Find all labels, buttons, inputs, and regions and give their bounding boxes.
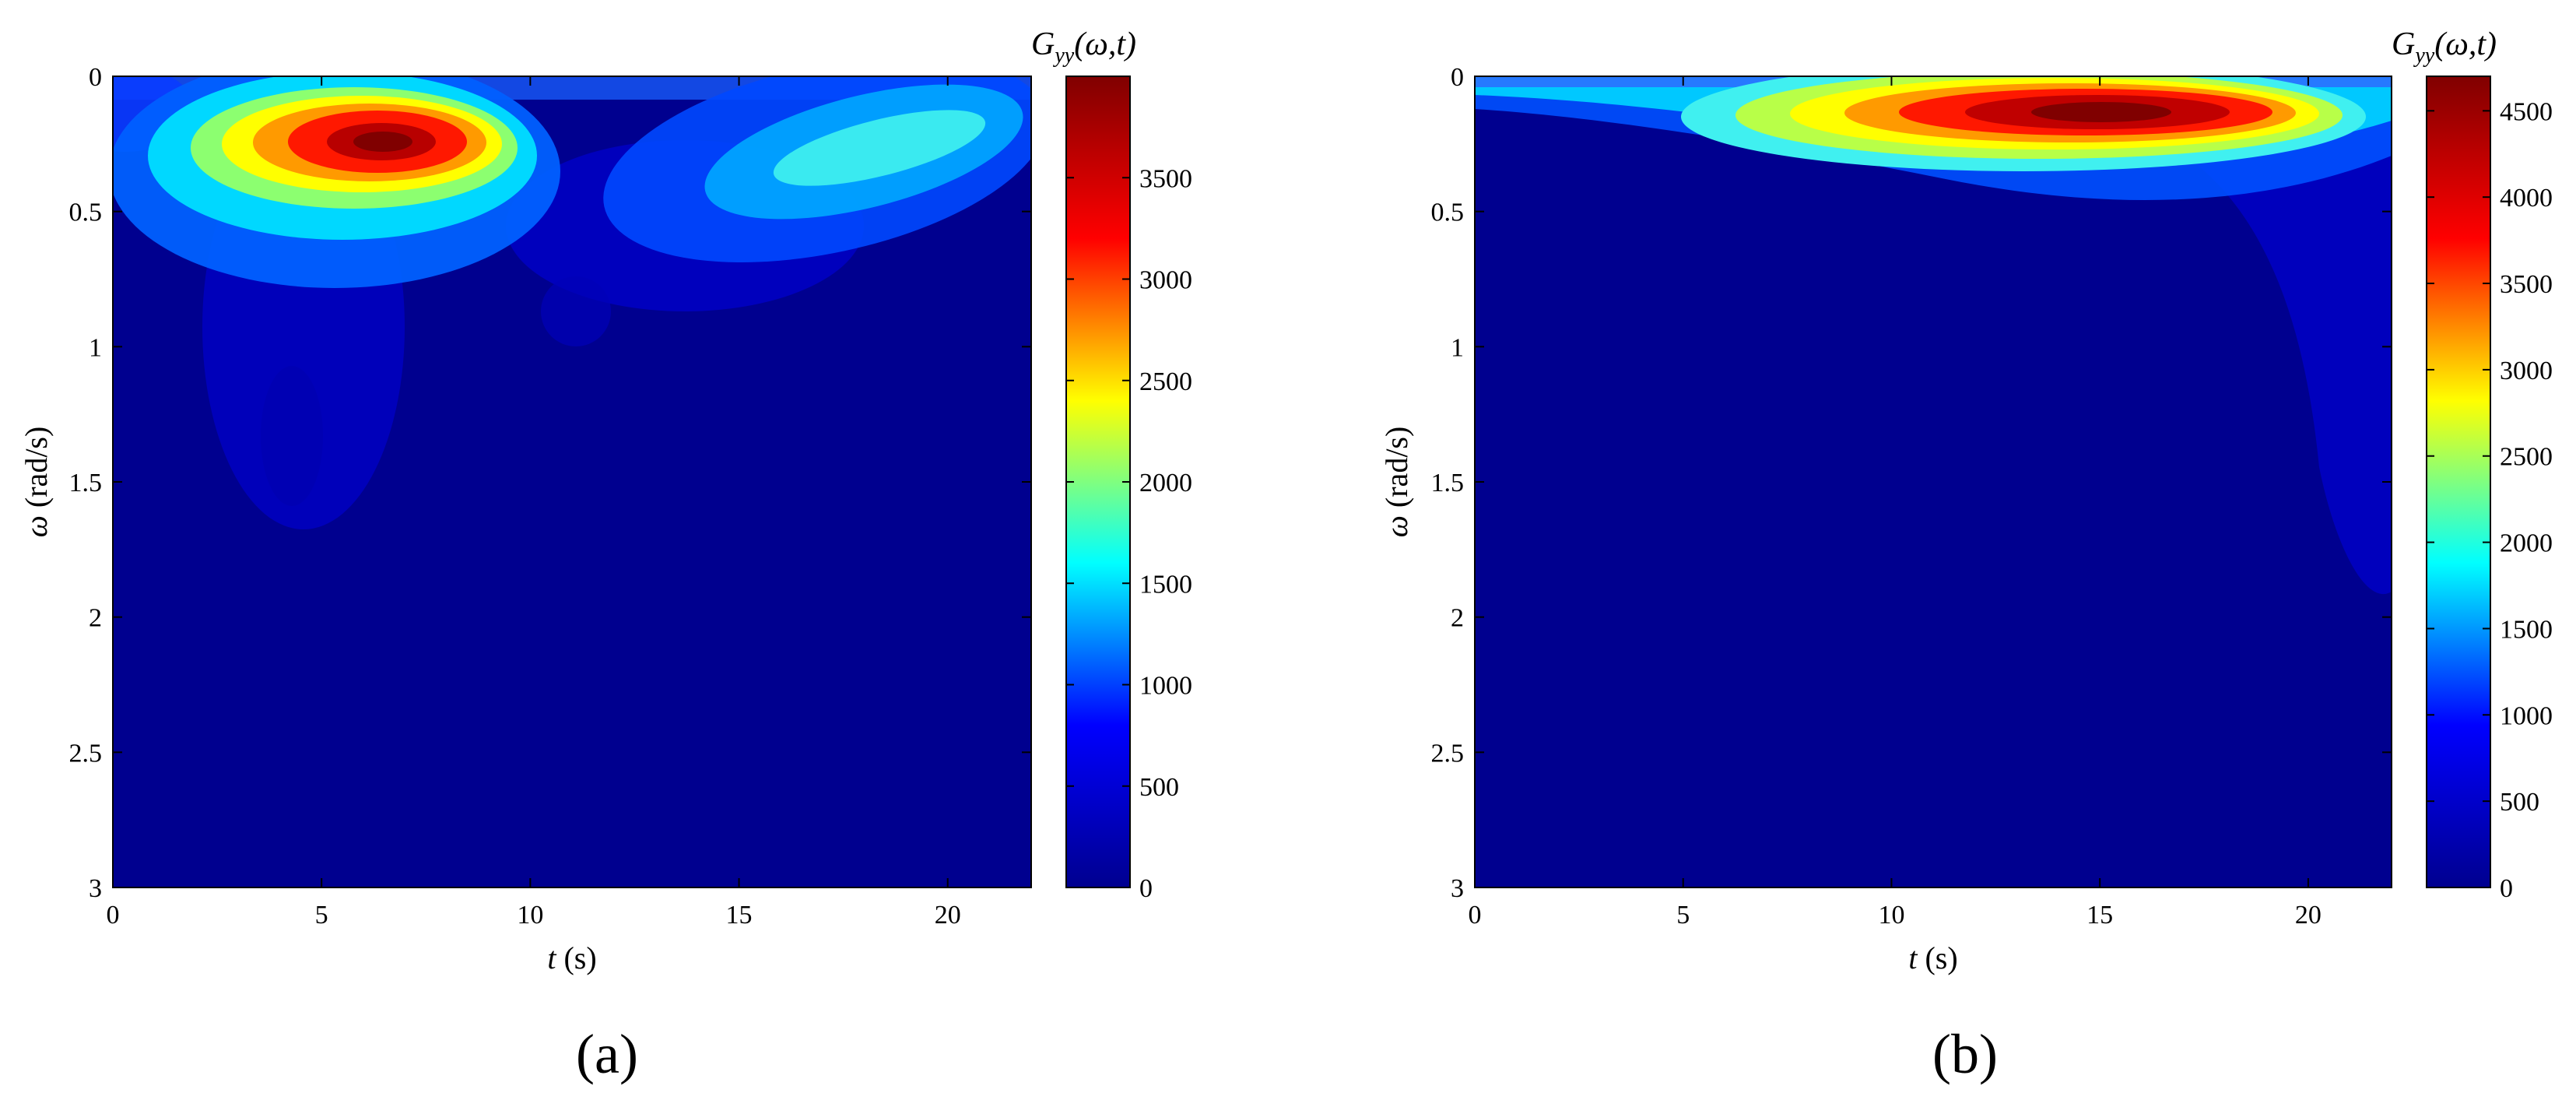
colorbar-tick-label: 2500 — [1139, 367, 1192, 396]
colorbar-axis-b: 0 500 1000 1500 2000 2500 3000 3500 4000 4500 — [2427, 97, 2553, 903]
colorbar-axis-a: 0 500 1000 1500 2000 2500 3000 3500 — [1066, 164, 1192, 903]
x-axis-b: 0 5 10 15 20 — [1469, 76, 2322, 930]
x-tick-label: 0 — [1469, 901, 1482, 930]
colorbar-tick-label: 3000 — [1139, 266, 1192, 295]
y-tick-label: 0 — [89, 63, 102, 92]
heatmap-a-tail-left-deep — [261, 366, 323, 506]
colorbar-tick-label: 3000 — [2500, 357, 2553, 385]
x-tick-label: 15 — [726, 901, 753, 930]
colorbar-tick-label: 3500 — [1139, 164, 1192, 193]
y-tick-label: 0.5 — [69, 199, 103, 227]
y-axis-a: 0 0.5 1 1.5 2 2.5 3 — [69, 63, 1031, 903]
y-tick-label: 2 — [1451, 604, 1464, 633]
colorbar-tick-label: 1500 — [1139, 570, 1192, 599]
y-tick-label: 1.5 — [1431, 469, 1465, 497]
colorbar-a — [1065, 76, 1131, 888]
heatmap-b-main-peak — [2031, 102, 2171, 122]
x-tick-label: 10 — [1878, 901, 1904, 930]
colorbar-tick-label: 1500 — [2500, 615, 2553, 644]
panel-label-a: (a) — [576, 1023, 638, 1085]
y-tick-label: 0 — [1451, 63, 1464, 92]
colorbar-tick-label: 2000 — [2500, 529, 2553, 558]
heatmap-b-background — [1475, 76, 2392, 887]
colorbar-tick-label: 0 — [1139, 874, 1153, 903]
x-axis-a: 0 5 10 15 20 — [107, 76, 961, 930]
chart-b: 0 5 10 15 20 0 0.5 1 1.5 2 2.5 3 t (s) ω (rad/s) 0… — [1379, 26, 2553, 1085]
y-tick-label: 0.5 — [1431, 199, 1465, 227]
heatmap-b-tail-right — [2101, 117, 2392, 595]
x-tick-label: 5 — [315, 901, 328, 930]
y-tick-label: 2.5 — [1431, 739, 1465, 768]
y-tick-label: 2 — [89, 604, 102, 633]
panel-label-b: (b) — [1932, 1023, 1998, 1085]
y-axis-label-a: ω (rad/s) — [19, 427, 54, 538]
x-tick-label: 10 — [517, 901, 543, 930]
colorbar-tick-label: 2000 — [1139, 469, 1192, 497]
y-tick-label: 1 — [89, 333, 102, 362]
y-axis-label-b: ω (rad/s) — [1379, 427, 1414, 538]
heatmap-a — [113, 76, 1031, 887]
colorbar-tick-label: 500 — [2500, 788, 2539, 817]
y-tick-label: 1.5 — [69, 469, 103, 497]
heatmap-a-tail-mid-deep — [541, 276, 611, 346]
colorbar-tick-label: 1000 — [1139, 672, 1192, 701]
heatmap-a-secondary-inner — [773, 110, 986, 186]
x-tick-label: 5 — [1676, 901, 1690, 930]
x-tick-label: 20 — [935, 901, 961, 930]
y-axis-b: 0 0.5 1 1.5 2 2.5 3 — [1431, 63, 2392, 903]
colorbar-tick-label: 0 — [2500, 874, 2513, 903]
colorbar-tick-label: 500 — [1139, 773, 1179, 802]
x-tick-label: 20 — [2295, 901, 2322, 930]
y-tick-label: 1 — [1451, 333, 1464, 362]
colorbar-tick-label: 2500 — [2500, 443, 2553, 472]
y-tick-label: 3 — [89, 874, 102, 903]
heatmap-b — [1475, 76, 2392, 887]
x-axis-label-a: t (s) — [547, 940, 596, 975]
colorbar-label-a: Gyy(ω,t) — [1031, 26, 1136, 68]
colorbar-tick-label: 4500 — [2500, 97, 2553, 126]
colorbar-tick-label: 1000 — [2500, 701, 2553, 730]
x-axis-label-b: t (s) — [1908, 940, 1957, 975]
colorbar-tick-label: 4000 — [2500, 184, 2553, 213]
x-tick-label: 0 — [107, 901, 120, 930]
y-tick-label: 2.5 — [69, 739, 103, 768]
colorbar-tick-label: 3500 — [2500, 270, 2553, 299]
chart-a: 0 5 10 15 20 0 0.5 1 1.5 2 2.5 3 t (s) ω (rad/s) 0… — [19, 26, 1192, 1085]
x-tick-label: 15 — [2086, 901, 2113, 930]
colorbar-b — [2426, 76, 2491, 888]
heatmap-a-main-peak — [353, 132, 412, 152]
y-tick-label: 3 — [1451, 874, 1464, 903]
colorbar-label-b: Gyy(ω,t) — [2392, 26, 2497, 68]
